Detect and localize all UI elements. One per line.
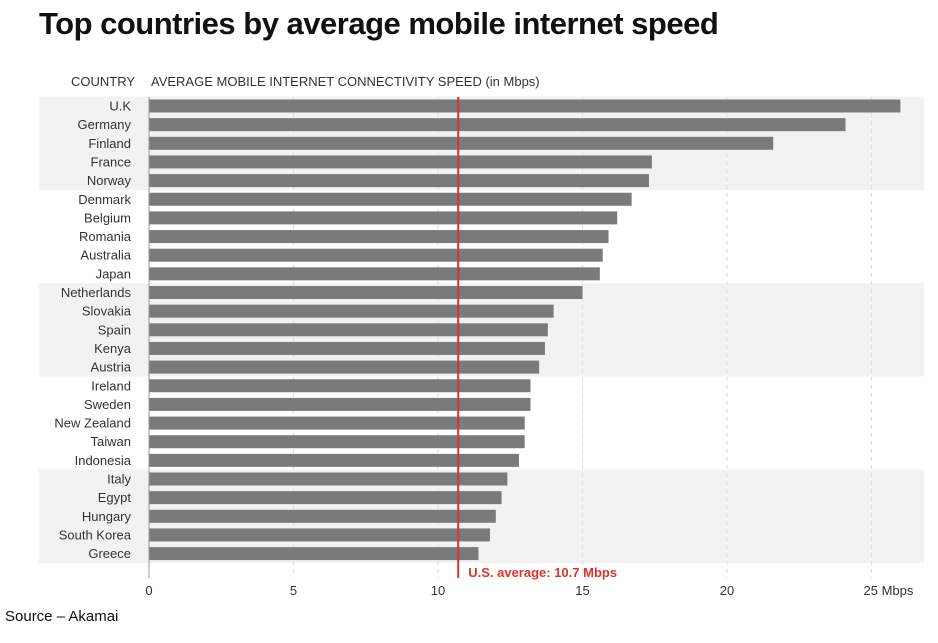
category-label: Italy — [107, 472, 131, 487]
category-label: Sweden — [84, 397, 131, 412]
x-tick-label: 15 — [575, 583, 589, 598]
category-label: Egypt — [98, 490, 132, 505]
category-label: Netherlands — [61, 285, 132, 300]
bar — [149, 472, 508, 486]
category-label: Ireland — [91, 378, 131, 393]
bar — [149, 211, 618, 225]
source-note: Source – Akamai — [5, 608, 119, 625]
category-label: France — [91, 154, 131, 169]
bar — [149, 528, 491, 542]
category-label: Austria — [91, 360, 132, 375]
category-label: Australia — [80, 248, 131, 263]
bar — [149, 248, 603, 262]
category-label: Denmark — [78, 192, 131, 207]
category-label: Indonesia — [75, 453, 132, 468]
bar — [149, 435, 525, 449]
category-label: Greece — [88, 546, 131, 561]
bar — [149, 397, 531, 411]
category-label: Germany — [78, 117, 132, 132]
bar — [149, 192, 632, 206]
bar — [149, 136, 774, 150]
bar — [149, 99, 901, 113]
reference-line-group: U.S. average: 10.7 Mbps — [457, 97, 617, 580]
category-label: South Korea — [59, 527, 132, 542]
category-label: Spain — [98, 322, 131, 337]
bar — [149, 118, 846, 132]
bar — [149, 453, 519, 467]
category-label: Belgium — [84, 210, 131, 225]
category-label: Hungary — [82, 509, 132, 524]
category-label: Norway — [87, 173, 132, 188]
x-tick-label: 10 — [431, 583, 445, 598]
category-label: Romania — [79, 229, 132, 244]
bar — [149, 155, 652, 169]
x-tick-label: 20 — [720, 583, 734, 598]
reference-line-label: U.S. average: 10.7 Mbps — [468, 565, 617, 580]
bar — [149, 230, 609, 244]
bar — [149, 491, 502, 505]
bar — [149, 341, 545, 355]
chart-title: Top countries by average mobile internet… — [39, 6, 719, 41]
bars — [149, 99, 901, 561]
x-tick-label: 0 — [145, 583, 152, 598]
bar — [149, 323, 548, 337]
bar — [149, 416, 525, 430]
bar — [149, 267, 600, 281]
category-label: U.K — [109, 99, 131, 114]
bar — [149, 174, 649, 188]
category-label: Taiwan — [91, 434, 131, 449]
category-label: Slovakia — [82, 304, 132, 319]
bar — [149, 360, 540, 374]
category-label: Japan — [96, 266, 131, 281]
category-label: Finland — [88, 136, 131, 151]
category-label: New Zealand — [54, 416, 131, 431]
bar — [149, 286, 583, 299]
country-column-header: COUNTRY — [71, 74, 136, 89]
category-labels: U.K Germany Finland France Norway Denmark Belg… — [54, 99, 131, 562]
bar — [149, 509, 496, 523]
bar — [149, 547, 479, 561]
speed-column-header: AVERAGE MOBILE INTERNET CONNECTIVITY SPE… — [151, 74, 540, 89]
bar — [149, 379, 531, 393]
x-axis: 0 5 10 15 20 25 Mbps — [145, 97, 914, 598]
category-label: Kenya — [94, 341, 132, 356]
x-tick-label: 5 — [290, 583, 297, 598]
bar — [149, 304, 554, 318]
x-tick-label: 25 Mbps — [864, 583, 914, 598]
